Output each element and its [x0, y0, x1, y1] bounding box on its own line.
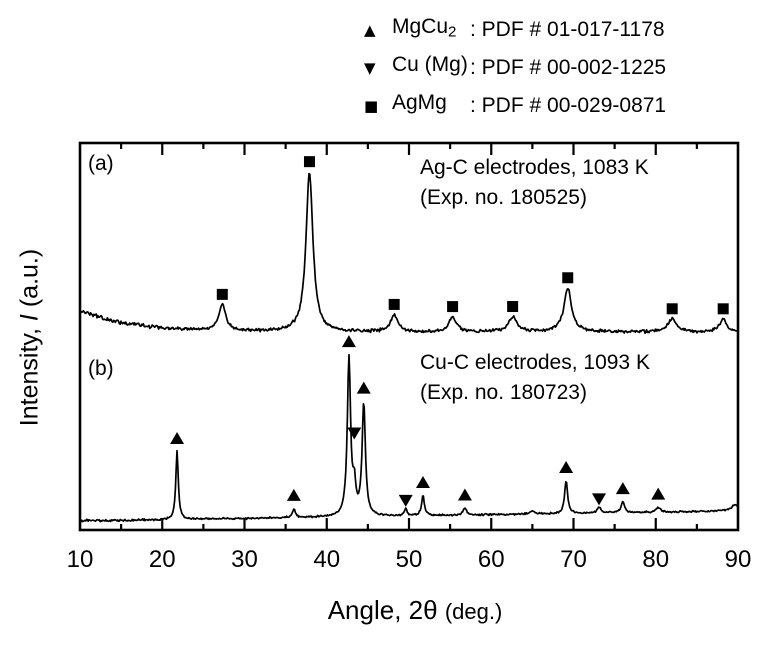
down-triangle-peak-marker	[347, 427, 362, 440]
up-triangle-peak-marker	[341, 335, 356, 348]
panel-b-label: (b)	[88, 357, 114, 380]
up-triangle-peak-marker	[615, 482, 630, 495]
phase-name: MgCu2	[392, 15, 457, 41]
legend-item-agmg: ■ AgMg : PDF # 00-029-0871	[364, 87, 666, 125]
square-peak-marker	[666, 303, 678, 315]
legend-item-cumg: ▼ Cu (Mg) : PDF # 00-002-1225	[364, 49, 666, 87]
up-triangle-peak-marker	[559, 461, 574, 474]
panel-a-annotation-line2: (Exp. no. 180525)	[420, 186, 587, 209]
plot-frame	[78, 141, 740, 532]
pdf-reference: : PDF # 00-002-1225	[470, 56, 667, 79]
trace-panel-a	[80, 172, 738, 335]
x-tick-label: 20	[149, 546, 176, 573]
x-tick-label: 50	[396, 546, 423, 573]
x-tick-labels: 10 20 30 40 50 60 70 80 90	[67, 546, 752, 573]
square-peak-marker	[303, 156, 315, 168]
panel-a-annotation-line1: Ag-C electrodes, 1083 K	[420, 156, 649, 179]
square-peak-marker	[388, 298, 400, 310]
down-triangle-icon: ▼	[364, 59, 376, 77]
legend: ▲ MgCu2 : PDF # 01-017-1178 ▼ Cu (Mg) : …	[364, 11, 666, 125]
up-triangle-icon: ▲	[364, 21, 376, 39]
square-peak-marker	[562, 272, 574, 284]
panel-a-label: (a)	[88, 152, 114, 175]
pdf-reference: : PDF # 00-029-0871	[470, 94, 667, 117]
down-triangle-peak-marker	[398, 494, 413, 507]
square-peak-marker	[507, 301, 519, 313]
x-axis-title: Angle, 2θ (deg.)	[327, 595, 503, 625]
phase-name: Cu (Mg)	[392, 53, 468, 77]
up-triangle-peak-marker	[457, 488, 472, 501]
y-axis-title: Intensity, I (a.u.)	[15, 248, 44, 427]
x-tick-label: 30	[231, 546, 258, 573]
square-peak-marker	[216, 288, 228, 300]
x-tick-label: 80	[642, 546, 669, 573]
x-tick-label: 60	[478, 546, 505, 573]
panel-a-annotation: Ag-C electrodes, 1083 K (Exp. no. 180525…	[420, 153, 649, 213]
diffraction-traces	[80, 172, 738, 523]
phase-peak-markers	[170, 156, 729, 507]
x-tick-label: 40	[313, 546, 340, 573]
square-peak-marker	[447, 301, 459, 313]
up-triangle-peak-marker	[415, 475, 430, 488]
panel-b-annotation-line2: (Exp. no. 180723)	[420, 381, 587, 404]
pdf-reference: : PDF # 01-017-1178	[470, 18, 665, 41]
square-peak-marker	[717, 303, 729, 315]
down-triangle-peak-marker	[591, 493, 606, 506]
up-triangle-peak-marker	[651, 487, 666, 500]
panel-b-annotation: Cu-C electrodes, 1093 K (Exp. no. 180723…	[420, 348, 650, 408]
panel-b-annotation-line1: Cu-C electrodes, 1093 K	[420, 351, 650, 374]
square-icon: ■	[364, 97, 379, 115]
trace-panel-b	[80, 353, 738, 523]
x-tick-label: 90	[725, 546, 752, 573]
x-tick-label: 10	[67, 546, 94, 573]
x-tick-label: 70	[560, 546, 587, 573]
up-triangle-peak-marker	[170, 431, 185, 444]
up-triangle-peak-marker	[286, 488, 301, 501]
legend-item-mgcu2: ▲ MgCu2 : PDF # 01-017-1178	[364, 11, 666, 49]
phase-name: AgMg	[392, 91, 447, 115]
up-triangle-peak-marker	[356, 381, 371, 394]
